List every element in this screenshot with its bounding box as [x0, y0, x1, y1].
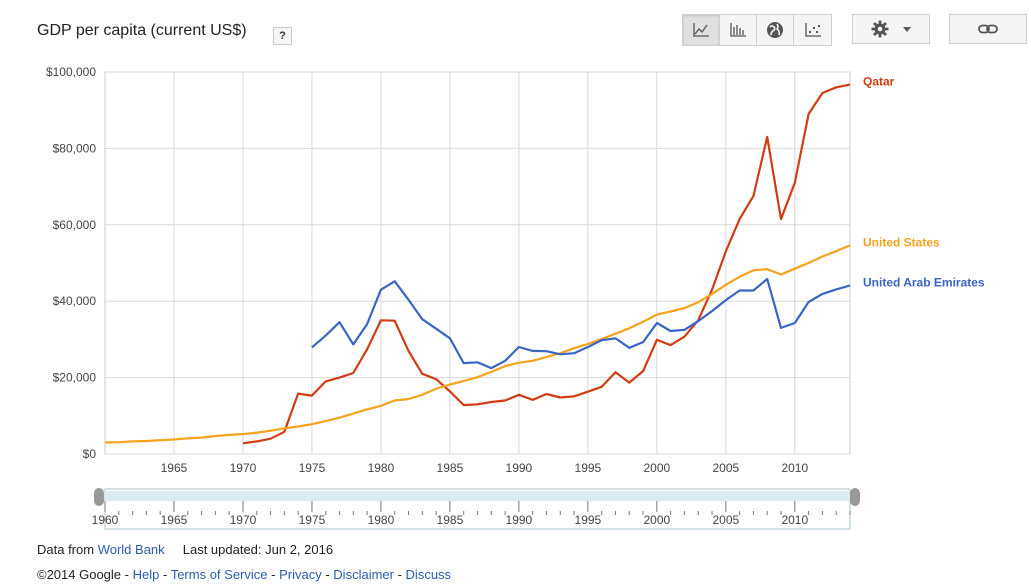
x-tick-label: 2000: [644, 461, 671, 475]
map-chart-button[interactable]: [757, 15, 794, 45]
y-tick-label: $40,000: [53, 294, 97, 308]
help-link[interactable]: Help: [132, 567, 160, 582]
slider-tick-label: 1965: [161, 513, 188, 527]
plot-area-border: [104, 71, 851, 455]
globe-icon: [767, 22, 783, 38]
slider-tick-label: 2005: [712, 513, 739, 527]
link-icon: [978, 24, 998, 34]
y-axis: $0 $20,000 $40,000 $60,000 $80,000 $100,000: [46, 65, 96, 461]
privacy-link[interactable]: Privacy: [279, 567, 322, 582]
slider-tick-label: 2010: [781, 513, 808, 527]
slider-tick-label: 2000: [644, 513, 671, 527]
slider-range-bar: [105, 491, 850, 501]
y-tick-label: $80,000: [53, 141, 97, 155]
footer-links: ©2014 Google - Help - Terms of Service -…: [37, 567, 452, 582]
time-slider[interactable]: 1960 1965 1970 1975 1980 1985 1990 1995 2000 2005…: [92, 488, 860, 530]
slider-tick-label: 1980: [368, 513, 395, 527]
x-axis: 1965 1970 1975 1980 1985 1990 1995 2000 2005 2010: [161, 461, 809, 475]
scatter-chart-icon: [804, 23, 821, 37]
line-chart: $0 $20,000 $40,000 $60,000 $80,000 $100,000 1…: [46, 65, 985, 530]
x-tick-label: 1990: [506, 461, 533, 475]
slider-tick-label: 1990: [506, 513, 533, 527]
data-from-label: Data from: [37, 542, 95, 557]
disclaimer-link[interactable]: Disclaimer: [333, 567, 394, 582]
x-tick-label: 1975: [299, 461, 326, 475]
share-link-button[interactable]: [949, 14, 1027, 44]
line-chart-button[interactable]: [683, 15, 720, 45]
help-button[interactable]: ?: [273, 27, 292, 45]
legend-label: United States: [863, 235, 940, 249]
slider-tick-label: 1960: [92, 513, 119, 527]
legend-label: United Arab Emirates: [863, 276, 985, 290]
chart-title: GDP per capita (current US$): [37, 22, 247, 39]
chart-grid: [104, 71, 851, 455]
slider-start-handle[interactable]: [94, 488, 104, 506]
slider-end-handle[interactable]: [850, 488, 860, 506]
data-source-line: Data from World Bank Last updated: Jun 2…: [37, 542, 333, 557]
bar-chart-button[interactable]: [720, 15, 757, 45]
series-line: [104, 244, 851, 444]
settings-button[interactable]: [852, 14, 930, 44]
x-tick-label: 2005: [712, 461, 739, 475]
legend-label: Qatar: [863, 75, 895, 89]
series-line: [311, 277, 851, 370]
slider-tick-label: 1995: [575, 513, 602, 527]
chevron-down-icon: [903, 26, 911, 32]
x-tick-label: 1985: [437, 461, 464, 475]
chart-type-toolbar: [682, 14, 832, 46]
y-tick-label: $0: [83, 447, 97, 461]
data-source-link[interactable]: World Bank: [97, 542, 165, 557]
scatter-chart-button[interactable]: [794, 15, 831, 45]
x-tick-label: 1970: [230, 461, 257, 475]
slider-tick-label: 1970: [230, 513, 257, 527]
y-tick-label: $60,000: [53, 218, 97, 232]
series-lines: [104, 83, 851, 445]
slider-tick-label: 1975: [299, 513, 326, 527]
legend: Qatar United States United Arab Emirates: [863, 75, 985, 290]
x-tick-label: 1965: [161, 461, 188, 475]
discuss-link[interactable]: Discuss: [405, 567, 452, 582]
series-line: [242, 83, 851, 445]
y-tick-label: $100,000: [46, 65, 96, 79]
x-tick-label: 1995: [575, 461, 602, 475]
copyright-text: ©2014 Google: [37, 567, 122, 582]
slider-tick-label: 1985: [437, 513, 464, 527]
last-updated-text: Last updated: Jun 2, 2016: [182, 542, 334, 557]
terms-link[interactable]: Terms of Service: [170, 567, 268, 582]
x-tick-label: 1980: [368, 461, 395, 475]
bar-chart-icon: [730, 23, 746, 37]
gear-icon: [871, 20, 889, 38]
y-tick-label: $20,000: [53, 371, 97, 385]
x-tick-label: 2010: [781, 461, 808, 475]
line-chart-icon: [693, 23, 709, 37]
